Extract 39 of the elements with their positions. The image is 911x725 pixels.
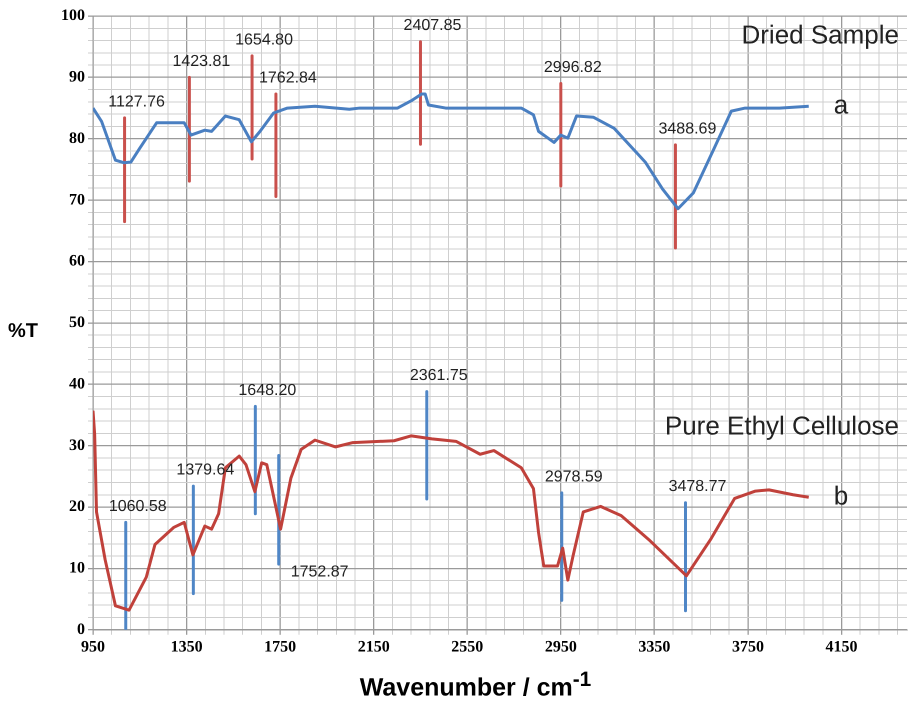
annotation: a <box>834 89 849 120</box>
annotation: 1762.84 <box>258 69 317 86</box>
annotation: 2978.59 <box>544 468 603 486</box>
x-tick-label: 2550 <box>451 638 484 656</box>
annotation: 2407.85 <box>404 17 462 34</box>
annotation: 2361.75 <box>410 367 468 384</box>
x-axis-title: Wavenumber / cm$^{-1}$ <box>358 668 592 702</box>
annotation: 1654.80 <box>235 31 294 48</box>
y-tick-label: 50 <box>69 314 85 332</box>
y-tick-label: 90 <box>69 68 85 86</box>
x-tick-label: 1750 <box>264 638 296 656</box>
y-tick-label: 70 <box>69 191 85 208</box>
annotation: 1127.76 <box>108 93 165 110</box>
x-tick-label: 950 <box>81 638 105 656</box>
annotation: 3488.69 <box>658 120 716 138</box>
x-tick-label: 2150 <box>358 638 390 656</box>
x-tick-label: 4150 <box>826 638 858 656</box>
x-tick-label: 2950 <box>544 638 577 656</box>
y-tick-label: 30 <box>69 436 85 454</box>
x-tick-label: 3350 <box>638 638 670 656</box>
x-tick-label: 3750 <box>732 638 764 656</box>
annotation: 3478.77 <box>668 478 727 496</box>
y-tick-label: 80 <box>69 130 85 147</box>
annotation: 2996.82 <box>544 58 602 76</box>
annotation: 1752.87 <box>290 564 349 581</box>
y-axis-title: %T <box>8 320 38 343</box>
annotation: b <box>834 480 848 510</box>
text: Dried Sample <box>741 19 899 50</box>
y-tick-label: 0 <box>77 620 85 638</box>
x-tick-label: 1350 <box>170 638 203 656</box>
y-tick-label: 40 <box>69 375 85 392</box>
y-tick-label: 100 <box>61 7 85 24</box>
text: Pure Ethyl Cellulose <box>664 410 899 440</box>
y-tick-label: 60 <box>69 252 85 270</box>
y-tick-label: 20 <box>69 498 85 516</box>
annotation: 1060.58 <box>108 498 167 515</box>
annotation: 1423.81 <box>172 52 230 70</box>
annotation: 1648.20 <box>238 382 296 399</box>
y-tick-label: 10 <box>69 560 85 577</box>
